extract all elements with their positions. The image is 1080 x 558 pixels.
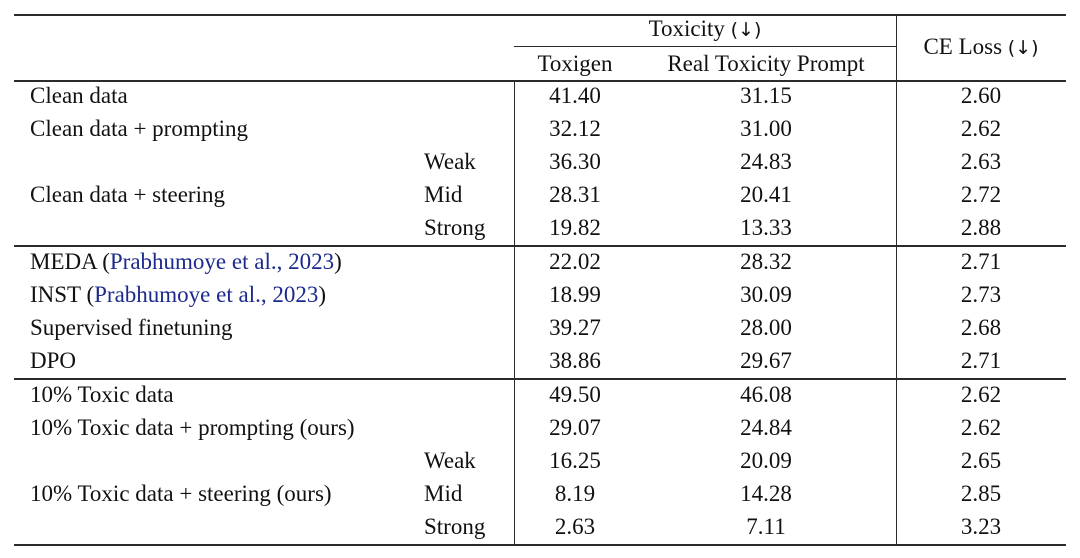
rtp-header: Real Toxicity Prompt [667, 51, 865, 76]
cell-ce: 2.60 [960, 83, 1002, 108]
vertical-rule-left [514, 81, 515, 544]
row-sublabel: Strong [424, 514, 486, 539]
cell-rtp: 7.11 [746, 514, 786, 539]
citation-link[interactable]: Prabhumoye et al., 2023 [94, 282, 319, 307]
row-label: MEDA [30, 249, 97, 274]
cell-rtp: 24.84 [740, 415, 792, 440]
cell-toxigen: 2.63 [554, 514, 596, 539]
cell-toxigen: 16.25 [549, 448, 601, 473]
cell-ce: 2.85 [960, 481, 1002, 506]
row-label: 10% Toxic data [30, 382, 174, 407]
row-sublabel: Weak [424, 448, 476, 473]
row-label: 10% Toxic data + prompting (ours) [30, 415, 355, 440]
down-arrow-icon: (↓) [730, 19, 762, 41]
cell-ce: 2.68 [960, 315, 1002, 340]
down-arrow-icon: (↓) [1007, 37, 1039, 59]
section-rule-2 [14, 378, 1066, 380]
cell-rtp: 31.00 [740, 116, 792, 141]
row-sublabel: Mid [424, 182, 463, 207]
cell-ce: 2.71 [960, 249, 1002, 274]
cell-rtp: 13.33 [740, 215, 792, 240]
row-label: Clean data + prompting [30, 116, 249, 141]
cell-rtp: 29.67 [740, 348, 792, 373]
cell-ce: 3.23 [960, 514, 1002, 539]
cell-toxigen: 49.50 [549, 382, 601, 407]
cell-rtp: 14.28 [740, 481, 792, 506]
ce-loss-label: CE Loss [923, 34, 1003, 59]
cell-toxigen: 28.31 [549, 182, 601, 207]
cell-toxigen: 41.40 [549, 83, 601, 108]
bottom-rule [14, 544, 1066, 546]
row-label-with-citation: INST (Prabhumoye et al., 2023) [30, 282, 327, 307]
cell-ce: 2.65 [960, 448, 1002, 473]
cell-rtp: 30.09 [740, 282, 792, 307]
row-label-with-citation: MEDA (Prabhumoye et al., 2023) [30, 249, 342, 274]
row-label: 10% Toxic data + steering (ours) [30, 481, 332, 506]
cell-rtp: 20.41 [740, 182, 792, 207]
cell-ce: 2.62 [960, 382, 1002, 407]
cell-toxigen: 32.12 [549, 116, 601, 141]
cell-toxigen: 19.82 [549, 215, 601, 240]
cell-rtp: 31.15 [740, 83, 792, 108]
cell-toxigen: 18.99 [549, 282, 601, 307]
cell-rtp: 28.32 [740, 249, 792, 274]
cell-rtp: 20.09 [740, 448, 792, 473]
row-label: DPO [30, 348, 77, 373]
cell-ce: 2.73 [960, 282, 1002, 307]
cell-toxigen: 29.07 [549, 415, 601, 440]
cell-ce: 2.88 [960, 215, 1002, 240]
section-rule-1 [14, 245, 1066, 247]
row-label: Clean data [30, 83, 128, 108]
row-label: Supervised finetuning [30, 315, 233, 340]
row-sublabel: Strong [424, 215, 486, 240]
citation-link[interactable]: Prabhumoye et al., 2023 [109, 249, 335, 274]
cell-ce: 2.62 [960, 116, 1002, 141]
row-sublabel: Weak [424, 149, 476, 174]
cell-toxigen: 36.30 [549, 149, 601, 174]
row-label: INST [30, 282, 81, 307]
toxicity-group-header: Toxicity (↓) [514, 17, 896, 42]
cell-rtp: 28.00 [740, 315, 792, 340]
cell-ce: 2.71 [960, 348, 1002, 373]
toxicity-cmidrule [514, 46, 896, 47]
toxigen-header: Toxigen [537, 51, 613, 76]
cell-rtp: 24.83 [740, 149, 792, 174]
row-sublabel: Mid [424, 481, 463, 506]
cell-ce: 2.62 [960, 415, 1002, 440]
row-label: Clean data + steering [30, 182, 225, 207]
cell-ce: 2.72 [960, 182, 1002, 207]
cell-toxigen: 8.19 [554, 481, 596, 506]
cell-ce: 2.63 [960, 149, 1002, 174]
vertical-rule-right [896, 14, 897, 544]
top-rule [14, 14, 1066, 16]
cell-toxigen: 22.02 [549, 249, 601, 274]
cell-toxigen: 38.86 [549, 348, 601, 373]
cell-toxigen: 39.27 [549, 315, 601, 340]
cell-rtp: 46.08 [740, 382, 792, 407]
ce-loss-header: CE Loss (↓) [896, 35, 1066, 60]
toxicity-label: Toxicity [648, 16, 725, 41]
header-rule [14, 80, 1066, 82]
